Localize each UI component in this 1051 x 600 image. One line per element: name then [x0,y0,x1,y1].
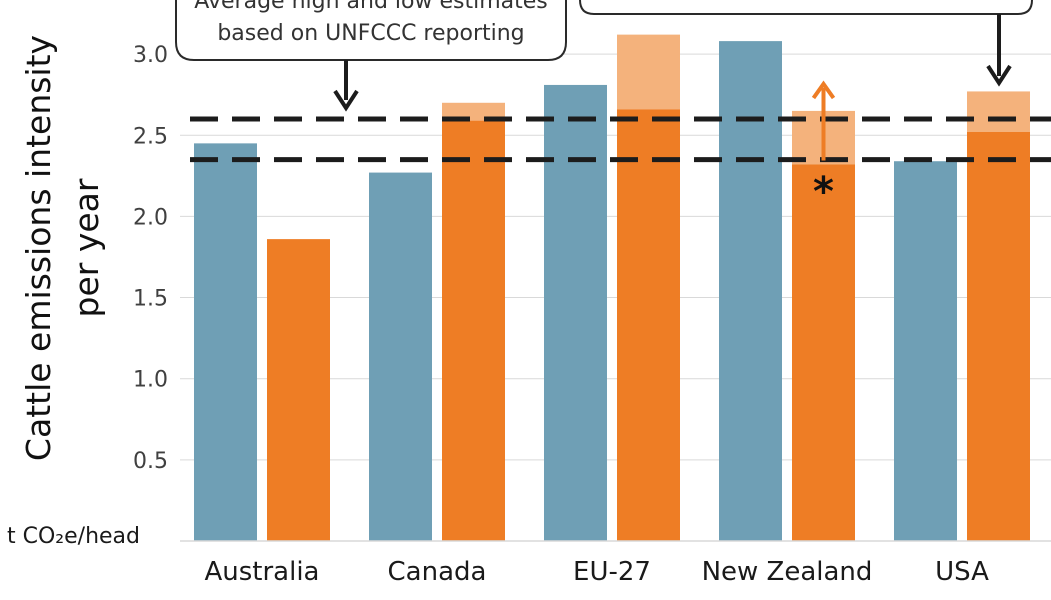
bar-series-3 [442,102,505,121]
y-tick-label: 2.5 [133,124,168,149]
bar-series-2 [442,120,505,541]
bar-series-1 [194,143,257,542]
unit-label: t CO₂e/head [7,524,140,549]
callout-left: Average high and low estimates based on … [175,0,567,112]
y-tick-label: 0.5 [133,449,168,474]
y-tick-label: 3.0 [133,43,168,68]
bar-series-3 [967,91,1030,133]
y-axis-label-line-2: per year [67,178,106,317]
nz-arrow-head [811,80,836,100]
bar-series-1 [369,172,432,542]
bar-series-3 [617,34,680,110]
category-label: Canada [388,557,487,587]
callout-left-line-2: based on UNFCCC reporting [217,21,524,46]
callout-left-line-1: Average high and low estimates [194,0,548,14]
bar-series-1 [894,161,957,541]
bar-series-2 [967,132,1030,541]
category-label: EU-27 [573,557,651,587]
bar-series-1 [719,41,782,542]
bar-series-1 [544,84,607,541]
y-tick-label: 1.0 [133,368,168,393]
bar-series-2 [267,239,330,541]
callout-left-arrow-head [333,89,359,112]
nz-asterisk: * [813,169,834,215]
bar-series-2 [617,109,680,542]
callout-right [579,0,1033,87]
bars [194,34,1030,542]
category-label: Australia [204,557,319,587]
callout-left-box [175,0,567,61]
callout-right-box [579,0,1033,15]
callout-right-arrow-head [986,64,1012,87]
y-axis-label-line-1: Cattle emissions intensity [19,35,58,461]
category-labels: Australia Canada EU-27 New Zealand USA [204,557,989,587]
category-label: USA [935,557,989,587]
category-label: New Zealand [702,557,873,587]
reference-lines [190,116,1051,163]
y-tick-label: 1.5 [133,287,168,312]
nz-upward-arrow [811,80,836,161]
y-tick-label: 2.0 [133,205,168,230]
y-tick-labels: 0.5 1.0 1.5 2.0 2.5 3.0 [133,43,168,474]
bar-series-2 [792,164,855,542]
